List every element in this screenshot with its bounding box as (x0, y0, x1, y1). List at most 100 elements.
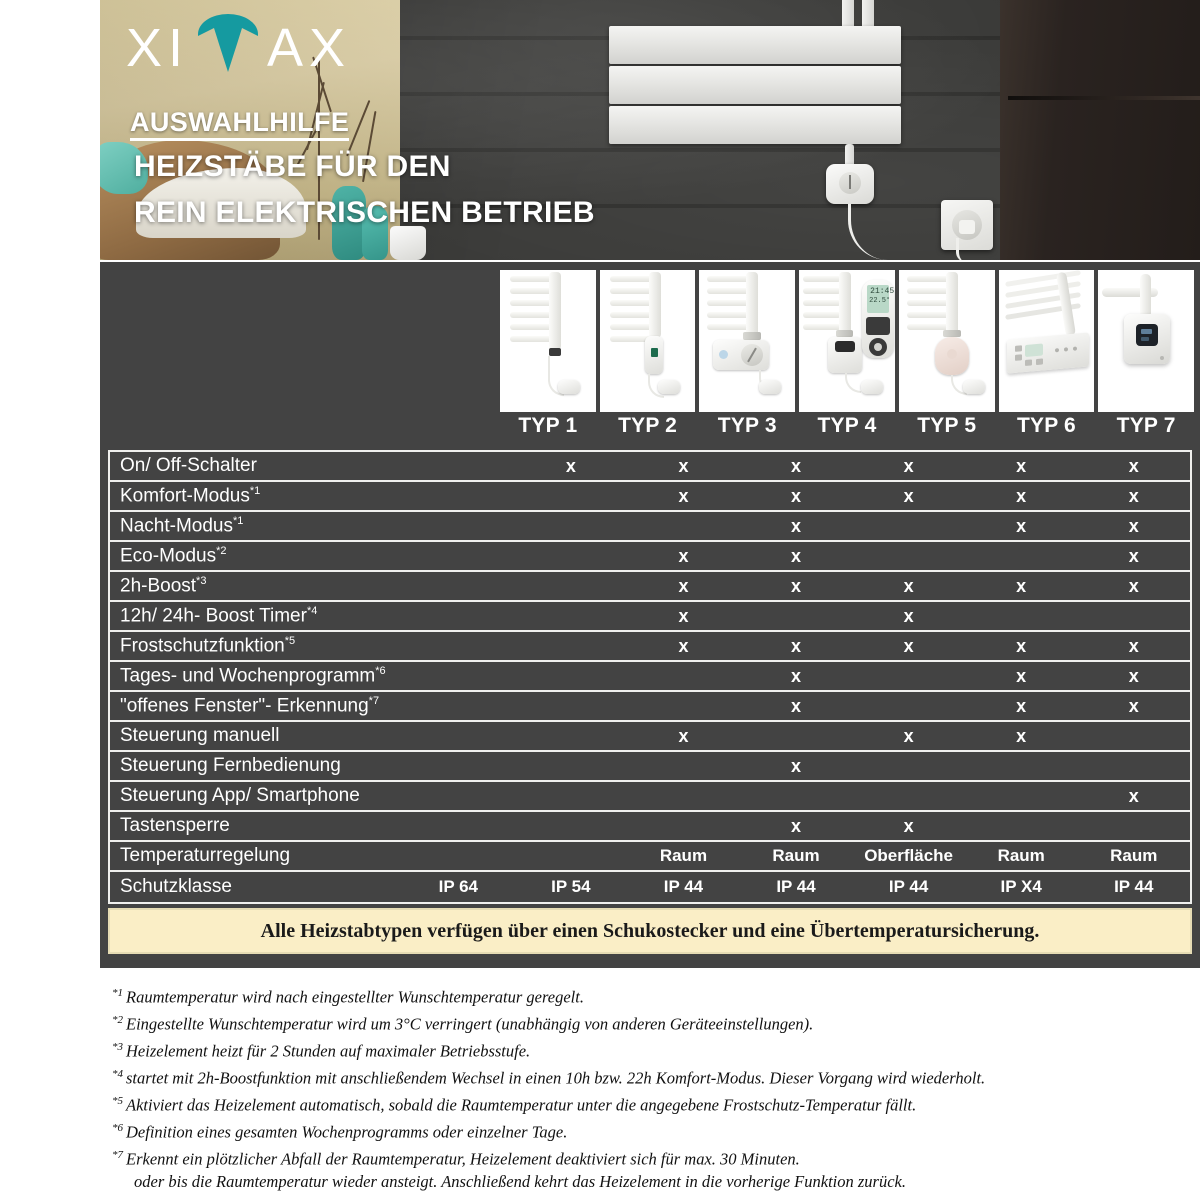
cell-3 (627, 692, 740, 720)
remote-display (867, 285, 890, 313)
table-row: Nacht-Modus*1 x x x (110, 512, 1190, 542)
towel-rail (1004, 270, 1091, 337)
towel (100, 142, 148, 194)
cell-7: x (1128, 785, 1139, 806)
heating-rod-body (746, 272, 759, 336)
footnote-marker: *4 (306, 604, 318, 617)
column-header-typ-3: TYP 3 (717, 414, 777, 437)
cell-2 (515, 812, 628, 840)
cell-7 (1077, 602, 1190, 630)
cell-5: x (903, 725, 914, 746)
cell-1 (402, 662, 515, 690)
cell-5: Oberfläche (864, 846, 953, 865)
feature-label: "offenes Fenster"- Erkennung*7 (120, 694, 380, 717)
table-row: Eco-Modus*2 x x x (110, 542, 1190, 572)
footnote-marker: *2 (216, 544, 227, 557)
cell-2 (515, 602, 628, 630)
cell-3 (627, 662, 740, 690)
cell-4: Raum (772, 846, 820, 865)
hero-headline-line2: REIN ELEKTRISCHEN BETRIEB (134, 196, 595, 229)
heating-rod-body (549, 272, 561, 350)
table-row-cells: IP 64 IP 54 IP 44 IP 44 IP 44 IP X4 IP 44 (402, 872, 1190, 902)
cell-1 (402, 542, 515, 570)
table-row-cells: x (402, 752, 1190, 780)
vertical-pipe (1140, 274, 1152, 318)
ximax-logo-mark-icon (195, 14, 261, 81)
cell-5: x (903, 815, 914, 836)
footnote-marker: *5 (284, 634, 296, 647)
cell-7: Raum (1110, 846, 1158, 865)
digital-thermostat-head (828, 337, 863, 373)
panel-display (1024, 343, 1043, 358)
table-row: On/ Off-Schalter x x x x x x (110, 452, 1190, 482)
cell-7 (1077, 812, 1190, 840)
cell-5 (852, 512, 965, 540)
feature-comparison-grid: On/ Off-Schalter x x x x x x Komfort-Modus*1 x x x… (108, 450, 1192, 904)
twig-branch (318, 60, 320, 240)
cell-4 (740, 602, 853, 630)
footnote-text: Aktiviert das Heizelement automatisch, s… (126, 1095, 917, 1115)
cell-6: x (1016, 725, 1027, 746)
footnote-marker: *2 (112, 1014, 123, 1026)
footnote-continuation: oder bis die Raumtemperatur wieder anste… (134, 1172, 906, 1191)
cup (390, 226, 426, 260)
table-row: Steuerung manuell x x x (110, 722, 1190, 752)
cell-2 (515, 632, 628, 660)
feature-label: Nacht-Modus*1 (120, 514, 244, 537)
cell-3: Raum (659, 846, 708, 865)
thumb-typ-6 (998, 270, 1095, 412)
table-row-cells: x (402, 782, 1190, 810)
cell-1 (402, 572, 515, 600)
feature-label: 2h-Boost*3 (120, 574, 207, 597)
footnote-marker: *7 (368, 694, 380, 707)
cell-7: x (1128, 635, 1139, 656)
radiator-panel (609, 66, 901, 104)
cell-7: x (1128, 665, 1139, 686)
footnote-marker: *7 (112, 1149, 123, 1161)
cell-2 (515, 842, 628, 870)
cell-1: IP 64 (438, 877, 478, 896)
footnote-item: *2 Eingestellte Wunschtemperatur wird um … (112, 1015, 1132, 1033)
cell-4 (740, 722, 853, 750)
radiator-icon (609, 274, 666, 350)
cell-5 (852, 542, 965, 570)
brand-logo-text-left: XI (126, 17, 190, 78)
column-header-typ-5: TYP 5 (917, 414, 977, 437)
thumb-typ-7 (1098, 270, 1195, 412)
radiator-icon (510, 274, 566, 350)
cell-4: IP 44 (776, 877, 816, 896)
column-header-typ-7: TYP 7 (1116, 414, 1176, 437)
table-row: Temperaturregelung Raum Raum Oberfläche Raum… (110, 842, 1190, 872)
footnote-marker: *3 (196, 574, 207, 587)
footnote-text: Erkennt ein plötzlicher Abfall der Raumt… (126, 1149, 800, 1169)
power-cable (845, 373, 862, 393)
cell-4 (740, 782, 853, 810)
column-header-row: TYP 1 TYP 2 TYP 3 TYP 4 TYP 5 TYP 6 TYP … (500, 414, 1194, 446)
cell-7: x (1128, 695, 1139, 716)
feature-label: On/ Off-Schalter (120, 455, 257, 476)
cell-1 (402, 512, 515, 540)
cell-5: x (903, 485, 914, 506)
cell-1 (402, 842, 515, 870)
remote-control: 21:45 22.5° (862, 280, 894, 358)
feature-label: Komfort-Modus*1 (120, 484, 261, 507)
cell-6 (965, 602, 1078, 630)
cell-5: x (903, 605, 914, 626)
rotary-knob-thermostat (934, 337, 969, 375)
socket-cable (956, 238, 966, 260)
cell-1 (402, 482, 515, 510)
heating-rod-body (839, 272, 852, 334)
cell-7 (1077, 722, 1190, 750)
cell-3: x (678, 635, 689, 656)
feature-label: 12h/ 24h- Boost Timer*4 (120, 604, 318, 627)
cell-1 (402, 602, 515, 630)
cell-3 (627, 752, 740, 780)
radiator-icon (906, 274, 963, 340)
table-row: Tages- und Wochenprogramm*6 x x x (110, 662, 1190, 692)
thumb-typ-5 (898, 270, 995, 412)
schuko-plug (861, 380, 884, 394)
